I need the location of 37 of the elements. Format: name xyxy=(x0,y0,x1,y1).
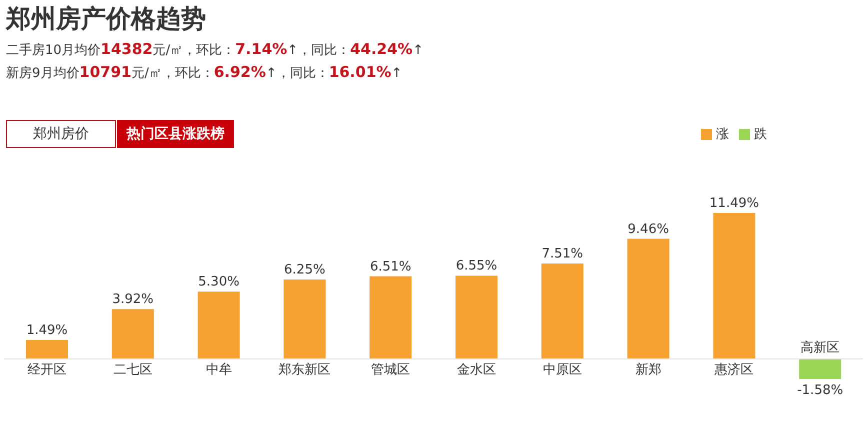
legend-label: 跌 xyxy=(754,127,767,142)
x-tick-label: 新郑 xyxy=(635,362,662,378)
data-label: 11.49% xyxy=(709,196,759,211)
chart-title: 郑州房产价格趋势 xyxy=(6,3,206,35)
x-tick-label: 金水区 xyxy=(456,362,496,378)
bar xyxy=(284,280,326,359)
bar xyxy=(799,358,842,379)
data-label: 6.25% xyxy=(284,262,326,278)
data-label: 9.46% xyxy=(628,222,669,237)
x-tick-label: 二七区 xyxy=(113,362,152,378)
text: 新房9月均价10791元/㎡，环比：6.92%↑，同比：16.01%↑ xyxy=(6,63,402,81)
x-tick-label: 经开区 xyxy=(27,362,66,378)
bar xyxy=(627,238,670,359)
x-tick-label: 惠济区 xyxy=(714,362,754,378)
data-label: 1.49% xyxy=(26,323,68,338)
legend-label: 涨 xyxy=(716,127,729,142)
data-label: 5.30% xyxy=(198,274,240,290)
x-tick-label: 中原区 xyxy=(542,362,582,378)
x-tick-label: 中牟 xyxy=(206,362,232,378)
bar xyxy=(26,340,68,359)
bar xyxy=(370,276,412,359)
x-tick-label: 高新区 xyxy=(800,340,840,356)
bar xyxy=(541,264,584,359)
bar xyxy=(112,309,154,359)
bar xyxy=(198,292,240,359)
data-label: 6.51% xyxy=(370,259,412,274)
data-label: 6.55% xyxy=(456,258,498,274)
bar xyxy=(713,213,756,359)
data-label: -1.58% xyxy=(797,383,844,398)
data-label: 3.92% xyxy=(112,292,154,308)
data-label: 7.51% xyxy=(542,246,584,262)
text: 郑州房价 xyxy=(6,120,116,148)
x-tick-label: 管城区 xyxy=(371,362,410,378)
x-tick-label: 郑东新区 xyxy=(278,362,331,378)
bar xyxy=(456,276,498,359)
chart-subtitle: 二手房10月均价14382元/㎡，环比：7.14%↑，同比：44.24%↑ xyxy=(6,40,424,58)
text: 热门区县涨跌榜 xyxy=(117,120,234,148)
